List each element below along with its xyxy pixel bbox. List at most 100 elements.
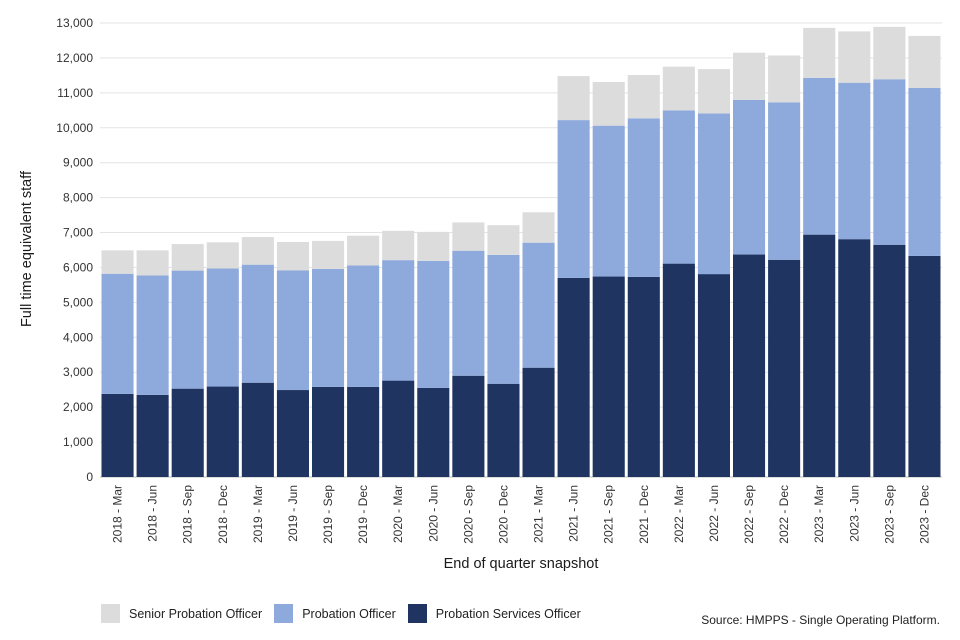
bar-segment-senior-probation-officer [417,231,450,261]
bar-segment-senior-probation-officer [592,82,625,126]
bar-segment-probation-services-officer [312,386,345,477]
bar-segment-probation-officer [873,79,906,245]
x-tick-label: 2019 - Dec [356,485,370,544]
x-tick-label: 2018 - Mar [111,485,125,543]
bar-segment-senior-probation-officer [522,212,555,243]
legend-swatch [101,604,120,623]
x-tick-label: 2019 - Sep [321,485,335,544]
y-tick-label: 3,000 [63,365,93,379]
bar-segment-probation-officer [276,270,309,391]
x-tick-label: 2021 - Dec [637,485,651,544]
x-tick-label: 2019 - Mar [251,485,265,543]
chart-legend: Senior Probation Officer Probation Office… [101,604,593,623]
x-tick-label: 2022 - Sep [742,485,756,544]
source-note: Source: HMPPS - Single Operating Platfor… [701,613,940,627]
x-tick-label: 2021 - Sep [602,485,616,544]
bar-segment-probation-officer [452,250,485,376]
bar-segment-senior-probation-officer [768,55,801,103]
legend-swatch [274,604,294,623]
legend-item: Probation Services Officer [407,604,581,623]
x-tick-label: 2023 - Jun [847,485,861,542]
y-tick-label: 2,000 [63,400,93,414]
bar-segment-probation-officer [171,270,204,389]
y-tick-label: 11,000 [57,86,93,100]
y-tick-label: 6,000 [63,260,93,274]
x-tick-label: 2020 - Dec [496,485,510,544]
x-tick-label: 2020 - Mar [391,485,405,543]
bar-segment-senior-probation-officer [206,242,239,269]
bar-segment-probation-officer [838,82,871,240]
bar-segment-probation-officer [136,275,169,395]
y-tick-label: 5,000 [63,295,93,309]
bar-segment-probation-officer [382,260,415,381]
bar-segment-probation-services-officer [417,387,450,477]
legend-label: Senior Probation Officer [129,606,263,621]
bar-segment-probation-officer [768,102,801,260]
legend-label: Probation Officer [302,606,396,621]
bar-segment-probation-officer [487,254,520,384]
bar-segment-probation-officer [417,260,450,388]
bar-segment-probation-officer [522,242,555,368]
bar-segment-probation-services-officer [592,276,625,477]
bar-segment-probation-services-officer [662,263,695,477]
x-tick-label: 2019 - Jun [286,485,300,542]
bar-segment-senior-probation-officer [733,52,766,100]
bar-segment-probation-services-officer [452,375,485,477]
bar-segment-senior-probation-officer [452,222,485,251]
bar-segment-probation-officer [908,87,941,256]
bar-segment-senior-probation-officer [697,69,730,114]
x-tick-label: 2023 - Dec [917,485,931,544]
y-tick-label: 4,000 [63,330,93,344]
bar-segment-probation-officer [347,265,380,387]
bar-segment-senior-probation-officer [276,241,309,271]
bar-segment-senior-probation-officer [873,26,906,80]
y-tick-label: 9,000 [63,156,93,170]
bar-segment-probation-services-officer [276,390,309,477]
x-tick-label: 2022 - Jun [707,485,721,542]
bar-segment-senior-probation-officer [347,235,380,266]
bar-segment-probation-services-officer [733,254,766,477]
y-tick-label: 13,000 [56,16,93,30]
x-tick-label: 2023 - Sep [882,485,896,544]
legend-item: Probation Officer [274,604,396,623]
bar-segment-probation-services-officer [838,239,871,477]
bar-segment-probation-services-officer [206,386,239,477]
bar-segment-probation-services-officer [522,367,555,477]
bar-segment-probation-services-officer [697,274,730,477]
bar-segment-probation-officer [733,99,766,255]
legend-swatch [407,604,427,623]
bar-segment-senior-probation-officer [803,27,836,78]
gridlines [100,22,942,478]
bar-segment-probation-officer [206,268,239,387]
bar-segment-probation-services-officer [803,234,836,477]
bar-segment-probation-services-officer [873,244,906,477]
y-tick-label: 10,000 [56,121,93,135]
y-tick-label: 8,000 [63,191,93,205]
x-tick-label: 2023 - Mar [812,485,826,543]
bar-segment-probation-officer [241,264,274,383]
bar-segment-probation-services-officer [487,383,520,477]
bar-segment-probation-services-officer [908,255,941,477]
bar-segment-probation-officer [697,113,730,275]
bar-segment-probation-officer [627,118,660,277]
x-tick-label: 2018 - Jun [146,485,160,542]
bar-segment-senior-probation-officer [908,35,941,88]
legend-item: Senior Probation Officer [101,604,262,623]
bar-segment-probation-services-officer [347,386,380,477]
x-tick-label: 2020 - Jun [426,485,440,542]
bar-segment-probation-officer [312,268,345,387]
y-tick-label: 0 [86,470,93,484]
bar-segment-probation-services-officer [101,393,134,477]
y-axis-title: Full time equivalent staff [19,170,35,327]
bar-segment-senior-probation-officer [662,66,695,111]
bar-segment-probation-officer [803,77,836,235]
x-tick-label: 2018 - Dec [216,485,230,544]
y-tick-label: 1,000 [63,435,93,449]
bar-segment-senior-probation-officer [487,225,520,255]
bar-segment-probation-officer [101,273,134,394]
x-tick-label: 2022 - Mar [672,485,686,543]
y-tick-label: 7,000 [63,226,93,240]
bar-segment-senior-probation-officer [382,230,415,261]
bar-segment-senior-probation-officer [312,240,345,269]
